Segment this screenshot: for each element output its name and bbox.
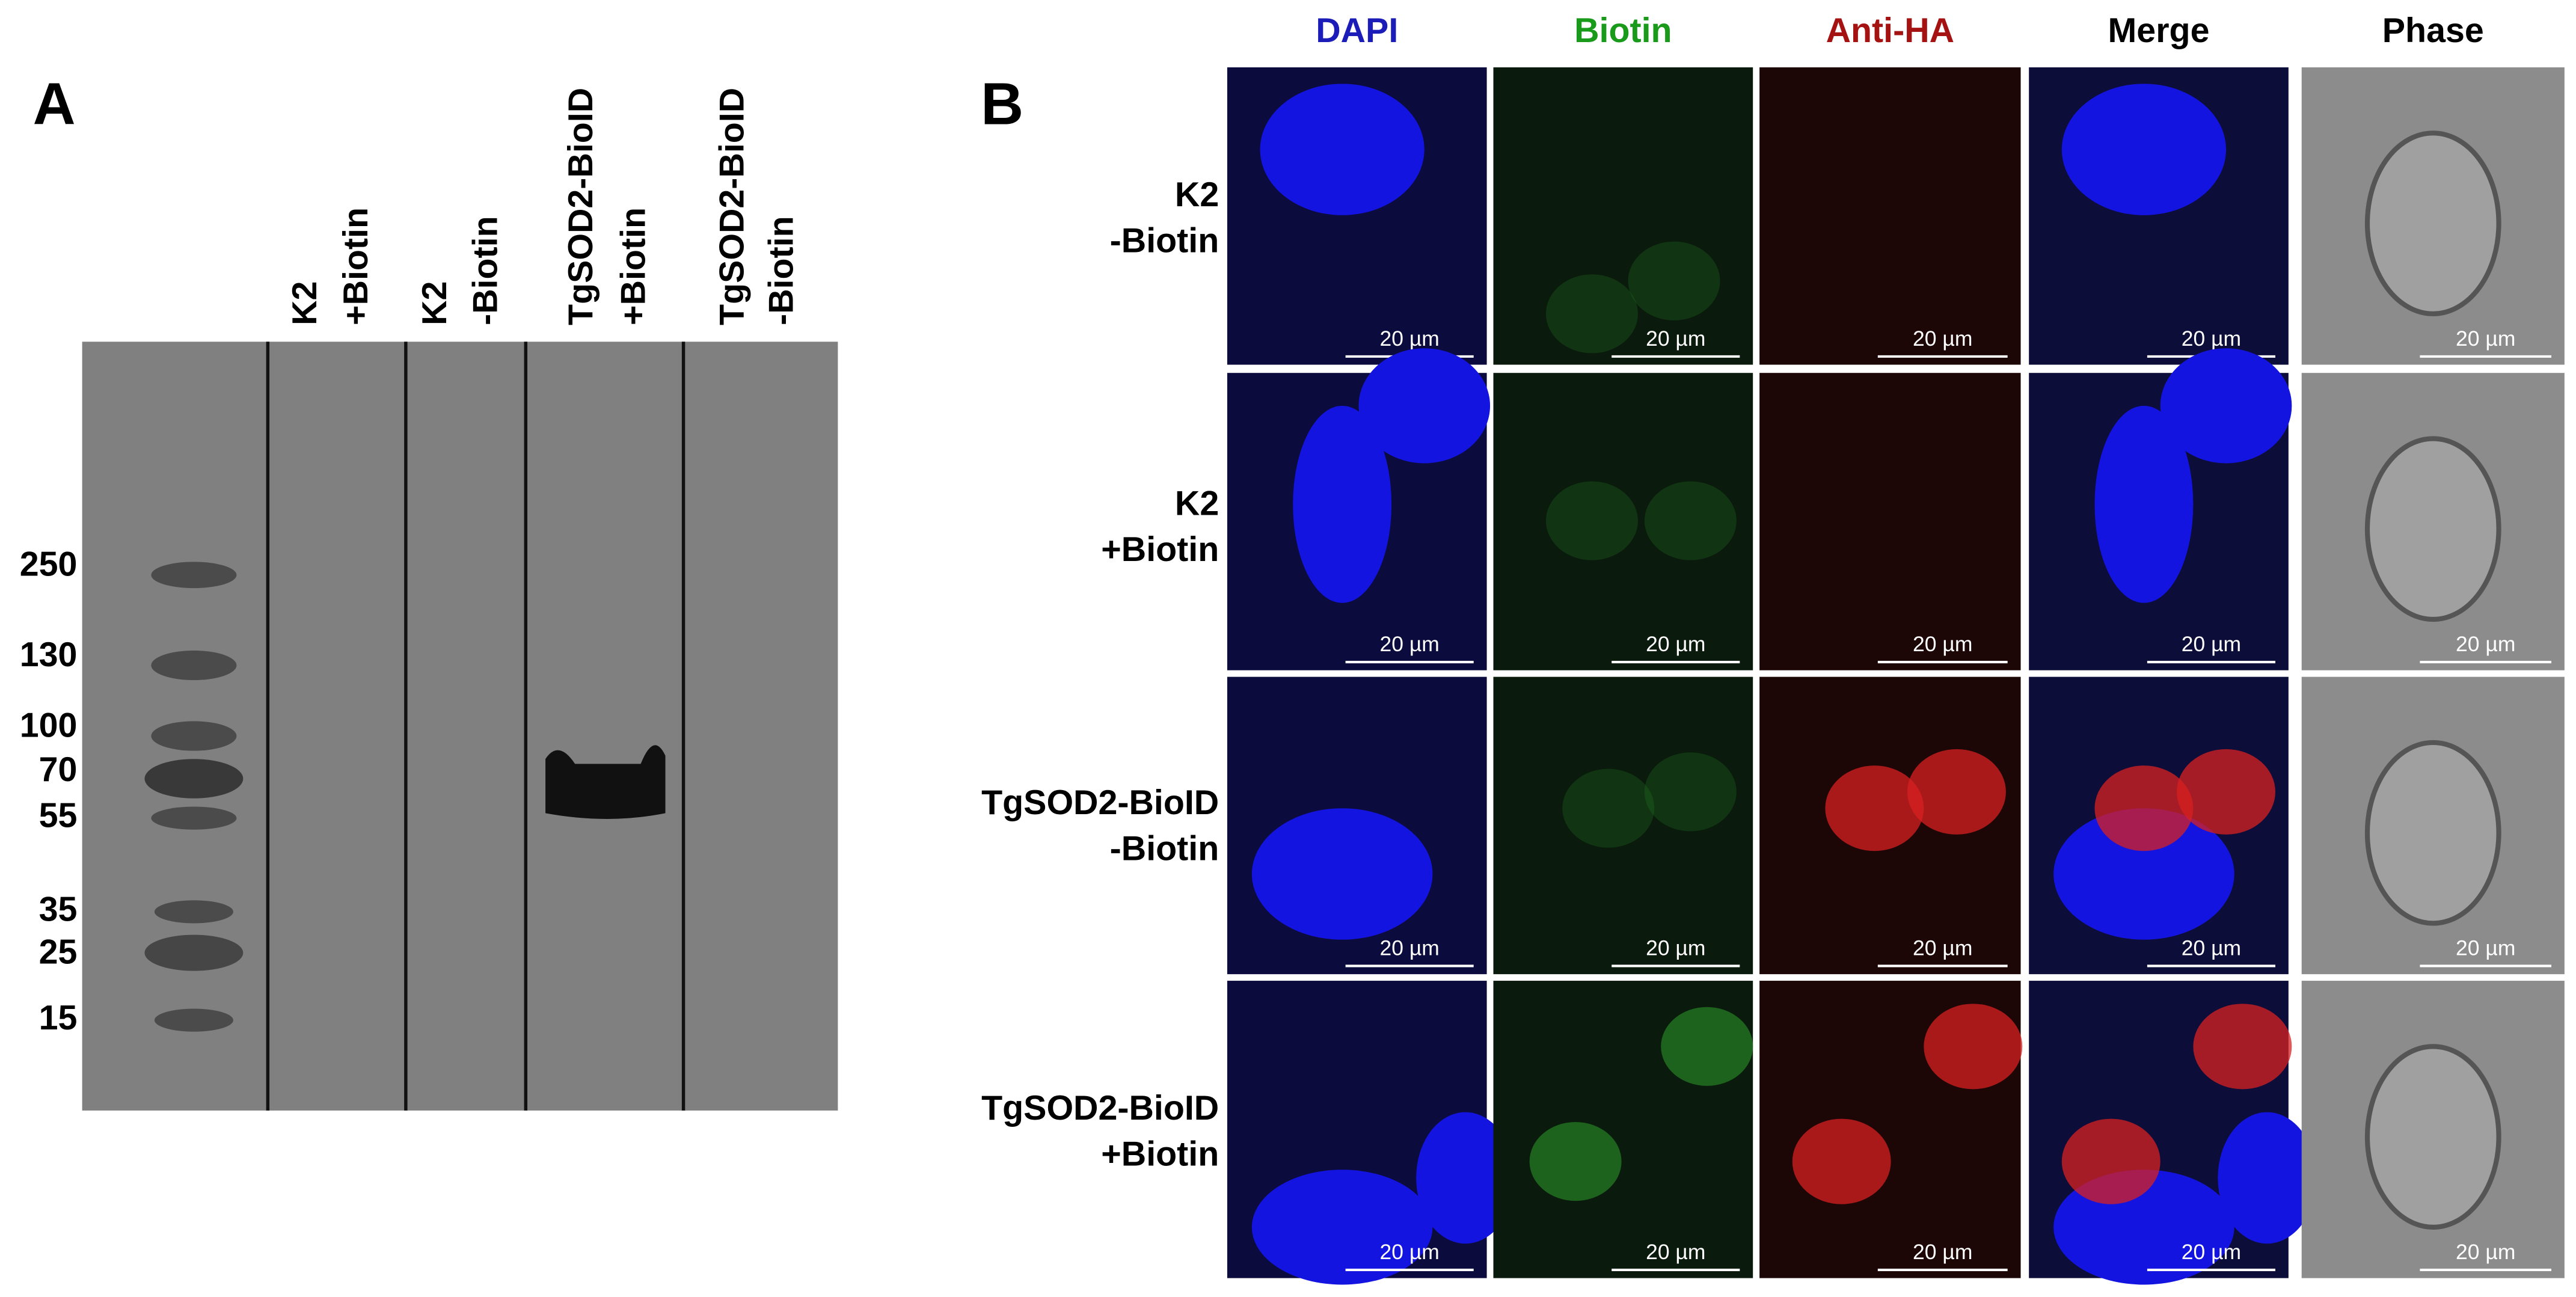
lane-label: K2 [416,281,454,325]
micrograph [1759,67,2021,365]
scale-bar-label: 20 µm [1913,936,1972,960]
lane-label: +Biotin [337,207,375,325]
scale-bar-label: 20 µm [1913,1240,1972,1264]
row-label: -Biotin [1110,222,1219,260]
ha-signal [2061,1118,2160,1204]
lane-label: -Biotin [762,216,800,325]
phase-cell [2364,436,2501,622]
ha-signal [2094,765,2194,851]
nucleus [2061,84,2227,215]
lane-label: TgSOD2-BioID [562,88,600,325]
mw-marker: 25 [39,933,78,972]
scale-bar-label: 20 µm [2456,936,2515,960]
biotin-signal [1545,274,1638,354]
nucleus [1358,348,1491,464]
micrograph [1493,676,1753,975]
nucleus [1416,1112,1515,1244]
lane-label: +Biotin [615,207,653,325]
column-header: Phase [2382,11,2484,50]
row-label: +Biotin [1101,530,1219,569]
phase-cell [2364,1044,2501,1230]
nucleus [1293,405,1392,603]
scale-bar-label: 20 µm [1379,1240,1439,1264]
lane-label: K2 [286,281,324,325]
scale-bar-label: 20 µm [2182,936,2241,960]
nucleus [1260,84,1424,215]
nucleus [2218,1112,2317,1244]
ha-signal [1924,1004,2023,1090]
row-label: TgSOD2-BioID [981,1089,1219,1127]
mw-marker: 55 [39,797,78,835]
biotin-signal [1545,481,1638,560]
mw-marker: 35 [39,890,78,928]
panel-label: A [33,70,76,136]
row-label: K2 [1175,176,1219,214]
scale-bar-label: 20 µm [2456,327,2515,351]
scale-bar-label: 20 µm [1646,327,1705,351]
scale-bar-label: 20 µm [2182,632,2241,656]
lane-label: -Biotin [467,216,505,325]
ladder [144,562,244,1032]
ha-signal [2177,749,2275,835]
scale-bar-label: 20 µm [2456,1240,2515,1264]
biotin-signal [1644,752,1737,832]
micrograph [1493,67,1753,365]
biotin-signal [1628,241,1720,320]
biotin-signal [1529,1122,1622,1201]
row-label: TgSOD2-BioID [981,783,1219,822]
nucleus [1251,1170,1433,1285]
mw-marker: 130 [20,636,78,674]
biotin-signal [1644,481,1737,560]
scale-bar-label: 20 µm [1379,327,1439,351]
nucleus [2053,808,2234,940]
scale-bar-label: 20 µm [2182,1240,2241,1264]
nucleus [1251,808,1433,940]
column-header: Biotin [1574,11,1672,50]
mw-marker: 250 [20,545,78,584]
lane-dividers [266,342,685,1111]
scale-bar-label: 20 µm [1646,1240,1705,1264]
scale-bar-label: 20 µm [1913,632,1972,656]
blot-band [545,745,666,819]
row-label: -Biotin [1110,829,1219,868]
ha-signal [1792,1118,1891,1204]
mw-marker: 100 [20,706,78,744]
scale-bar-label: 20 µm [1646,936,1705,960]
scale-bar-label: 20 µm [1379,936,1439,960]
column-header: DAPI [1316,11,1398,50]
nucleus [2160,348,2292,464]
scale-bar-label: 20 µm [2182,327,2241,351]
mw-marker: 70 [39,750,78,789]
scale-bar-label: 20 µm [2456,632,2515,656]
row-label: K2 [1175,485,1219,523]
biotin-signal [1661,1007,1753,1086]
scale-bar-label: 20 µm [1379,632,1439,656]
micrograph [1759,373,2021,670]
mw-marker: 15 [39,999,78,1037]
micrograph [1493,373,1753,670]
ha-signal [1907,749,2006,835]
scale-bar-label: 20 µm [1913,327,1972,351]
phase-cell [2364,130,2501,316]
nucleus [2094,405,2194,603]
scale-bar-label: 20 µm [1646,632,1705,656]
ha-signal [2193,1004,2292,1090]
ha-signal [1825,765,1924,851]
column-header: Merge [2108,11,2210,50]
phase-cell [2364,740,2501,926]
column-header: Anti-HA [1826,11,1954,50]
row-label: +Biotin [1101,1135,1219,1174]
lane-label: TgSOD2-BioID [713,88,751,325]
panel-label: B [981,70,1023,136]
biotin-signal [1562,768,1655,848]
